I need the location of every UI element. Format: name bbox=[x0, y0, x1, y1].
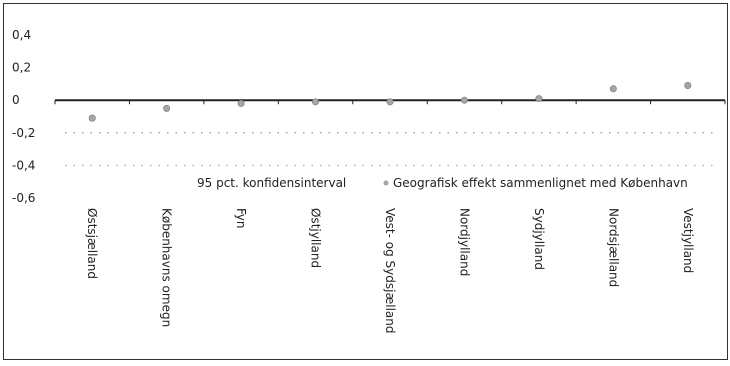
y-axis-tick-labels: 0,4 0,2 0 -0,2 -0,4 -0,6 bbox=[12, 28, 35, 205]
legend: 95 pct. konfidensinterval Geografisk eff… bbox=[197, 176, 688, 190]
x-axis-ticks bbox=[54, 100, 726, 105]
x-category-label: Vestjylland bbox=[681, 208, 695, 273]
data-point bbox=[312, 98, 320, 106]
x-category-label: Fyn bbox=[234, 208, 248, 229]
y-tick-label: -0,4 bbox=[12, 158, 35, 172]
y-tick-label: -0,2 bbox=[12, 126, 35, 140]
y-tick-label: 0,4 bbox=[12, 28, 31, 42]
data-point bbox=[460, 96, 468, 104]
y-tick-label: 0 bbox=[12, 93, 20, 107]
data-points bbox=[88, 82, 692, 122]
legend-interval-label: 95 pct. konfidensinterval bbox=[197, 176, 346, 190]
chart-border bbox=[3, 3, 728, 360]
data-point bbox=[88, 114, 96, 122]
data-point bbox=[163, 104, 171, 112]
x-category-label: Vest- og Sydsjælland bbox=[383, 208, 397, 333]
legend-marker bbox=[383, 180, 389, 186]
x-category-label: Sydjylland bbox=[532, 208, 546, 270]
y-tick-label: 0,2 bbox=[12, 61, 31, 75]
legend-series-label: Geografisk effekt sammenlignet med Køben… bbox=[393, 176, 688, 190]
x-axis-category-labels: Østsjælland Københavns omegn Fyn Østjylland… bbox=[85, 208, 695, 333]
data-point bbox=[386, 98, 394, 106]
data-point bbox=[535, 95, 543, 103]
x-category-label: Nordjylland bbox=[457, 208, 471, 276]
y-tick-label: -0,6 bbox=[12, 191, 35, 205]
x-category-label: Nordsjælland bbox=[606, 208, 620, 287]
data-point bbox=[609, 85, 617, 93]
x-category-label: Østsjælland bbox=[85, 208, 99, 279]
x-category-label: Østjylland bbox=[309, 208, 323, 268]
data-point bbox=[237, 99, 245, 107]
x-category-label: Københavns omegn bbox=[160, 208, 174, 327]
data-point bbox=[684, 82, 692, 90]
